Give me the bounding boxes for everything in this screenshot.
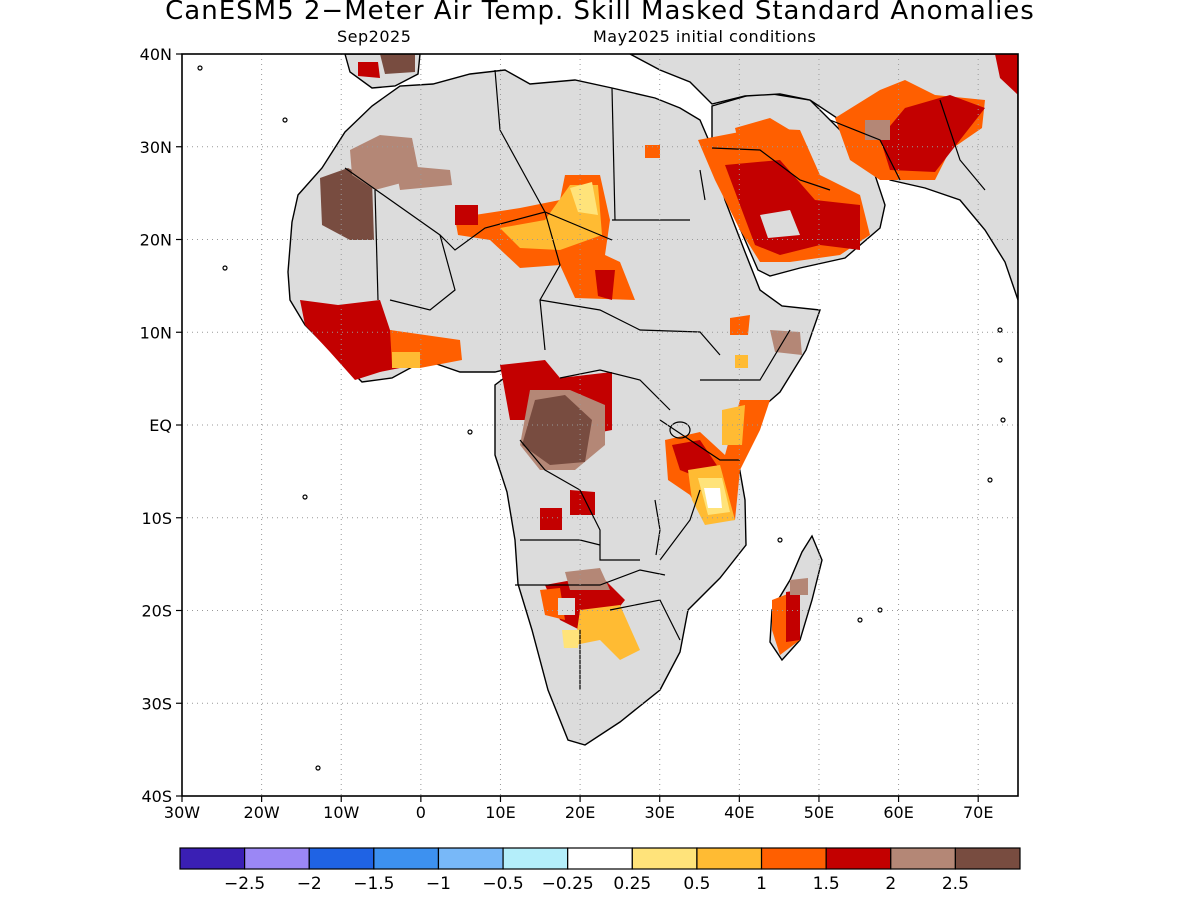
anomaly-shading bbox=[300, 54, 1018, 660]
latitude-axis: 40N 30N 20N 10N EQ 10S 20S 30S 40S bbox=[140, 45, 182, 806]
colorbar-swatch bbox=[373, 847, 440, 870]
colorbar-label: −1.5 bbox=[353, 874, 394, 894]
colorbar-label: 1 bbox=[756, 874, 767, 894]
valid-month: Sep2025 bbox=[337, 27, 412, 46]
colorbar-swatch bbox=[308, 847, 375, 870]
lon-tick-label: 60E bbox=[883, 803, 913, 822]
colorbar-swatch bbox=[760, 847, 827, 870]
colorbar-swatch bbox=[502, 847, 569, 870]
map-content bbox=[197, 54, 1018, 771]
map-title: CanESM5 2−Meter Air Temp. Skill Masked S… bbox=[165, 0, 1035, 26]
lon-tick-label: 30E bbox=[644, 803, 674, 822]
lon-tick-label: 20W bbox=[244, 803, 280, 822]
lon-tick-label: 70E bbox=[963, 803, 993, 822]
lat-tick-label: 40N bbox=[140, 45, 172, 64]
colorbar-swatch bbox=[954, 847, 1021, 870]
colorbar-label: −2 bbox=[297, 874, 322, 894]
colorbar-label: 2.5 bbox=[942, 874, 969, 894]
lat-tick-label: 10S bbox=[141, 509, 172, 528]
colorbar-label: 0.5 bbox=[683, 874, 710, 894]
colorbar-label: −2.5 bbox=[224, 874, 265, 894]
colorbar-label: 0.25 bbox=[613, 874, 651, 894]
lon-tick-label: 40E bbox=[724, 803, 754, 822]
colorbar-labels: −2.5 −2 −1.5 −1 −0.5 −0.25 0.25 0.5 1 1.5 2 2.5 bbox=[224, 874, 969, 894]
lon-tick-label: 10E bbox=[485, 803, 515, 822]
colorbar-swatch bbox=[890, 847, 956, 870]
colorbar bbox=[179, 847, 1021, 870]
colorbar-label: −0.5 bbox=[482, 874, 523, 894]
lon-tick-label: 10W bbox=[323, 803, 359, 822]
colorbar-swatch bbox=[244, 847, 310, 870]
lat-tick-label: EQ bbox=[149, 416, 172, 435]
colorbar-label: 1.5 bbox=[813, 874, 840, 894]
lat-tick-label: 40S bbox=[141, 787, 172, 806]
lat-tick-label: 30N bbox=[140, 138, 172, 157]
colorbar-swatch bbox=[437, 847, 504, 870]
lon-tick-label: 0 bbox=[416, 803, 426, 822]
gridlines bbox=[182, 54, 1018, 796]
lon-tick-label: 50E bbox=[804, 803, 834, 822]
lon-tick-label: 30W bbox=[164, 803, 200, 822]
lon-tick-label: 20E bbox=[565, 803, 595, 822]
colorbar-swatch bbox=[696, 847, 763, 870]
colorbar-swatch bbox=[825, 847, 892, 870]
colorbar-label: −0.25 bbox=[542, 874, 594, 894]
colorbar-label: 2 bbox=[885, 874, 896, 894]
colorbar-label: −1 bbox=[426, 874, 451, 894]
lat-tick-label: 20N bbox=[140, 231, 172, 250]
lat-tick-label: 30S bbox=[141, 694, 172, 713]
colorbar-swatch bbox=[567, 847, 633, 870]
initial-conditions: May2025 initial conditions bbox=[593, 27, 817, 46]
lat-tick-label: 10N bbox=[140, 323, 172, 342]
colorbar-swatch bbox=[179, 847, 246, 870]
lat-tick-label: 20S bbox=[141, 602, 172, 621]
colorbar-swatch bbox=[631, 847, 698, 870]
longitude-axis: 30W 20W 10W 0 10E 20E 30E 40E 50E 60E 70E bbox=[164, 796, 993, 822]
